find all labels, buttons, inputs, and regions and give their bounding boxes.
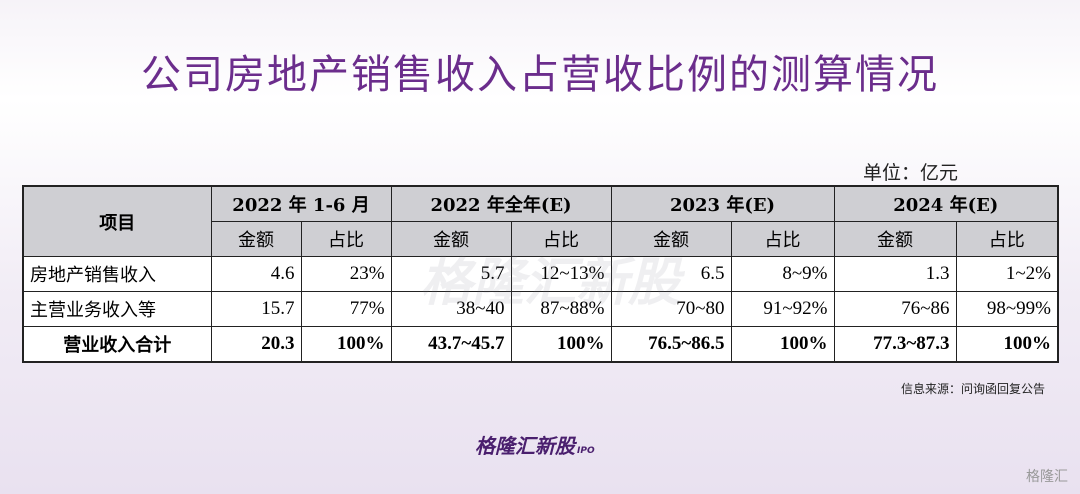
row-label: 营业收入合计: [22, 326, 212, 363]
table-cell: 100%: [300, 326, 392, 363]
table-cell: 1.3: [833, 256, 957, 292]
data-table: 项目 2022 年 1-6 月 2022 年全年(E) 2023 年(E) 2024 年…: [22, 185, 1060, 363]
table-cell: 77.3~87.3: [833, 326, 957, 363]
corner-header: 项目: [22, 185, 212, 257]
period-header: 2022 年 1-6 月: [210, 185, 392, 222]
table-cell: 1~2%: [955, 256, 1059, 292]
subheader: 占比: [955, 221, 1059, 257]
table-cell: 8~9%: [730, 256, 835, 292]
table-cell: 6.5: [610, 256, 732, 292]
subheader: 金额: [210, 221, 302, 257]
table-cell: 76.5~86.5: [610, 326, 732, 363]
table-cell: 100%: [730, 326, 835, 363]
period-header: 2024 年(E): [833, 185, 1059, 222]
table-cell: 38~40: [390, 291, 512, 327]
table-cell: 5.7: [390, 256, 512, 292]
subheader: 金额: [833, 221, 957, 257]
table-cell: 20.3: [210, 326, 302, 363]
table-cell: 15.7: [210, 291, 302, 327]
table-row: 主营业务收入等 15.7 77% 38~40 87~88% 70~80 91~92% 76~8…: [22, 291, 1059, 327]
table-cell: 76~86: [833, 291, 957, 327]
corner-watermark: 格隆汇: [1026, 469, 1068, 485]
title: 公司房地产销售收入占营收比例的测算情况: [141, 52, 939, 98]
unit-label: 单位：亿元: [862, 162, 958, 184]
row-label: 主营业务收入等: [22, 291, 212, 327]
period-header: 2023 年(E): [610, 185, 835, 222]
subheader: 占比: [510, 221, 612, 257]
subheader: 占比: [730, 221, 835, 257]
row-label: 房地产销售收入: [22, 256, 212, 292]
subheader: 金额: [610, 221, 732, 257]
header-row: 项目 2022 年 1-6 月 2022 年全年(E) 2023 年(E) 2024 年…: [22, 185, 1059, 257]
period-header: 2022 年全年(E): [390, 185, 612, 222]
table-cell: 77%: [300, 291, 392, 327]
table-cell: 100%: [510, 326, 612, 363]
source-note: 信息来源：问询函回复公告: [900, 382, 1045, 396]
table-cell: 87~88%: [510, 291, 612, 327]
table-cell: 12~13%: [510, 256, 612, 292]
table-row: 营业收入合计 20.3 100% 43.7~45.7 100% 76.5~86.5 100%…: [22, 326, 1059, 363]
logo: 格隆汇新股 IPO: [475, 430, 595, 459]
subheader: 金额: [390, 221, 512, 257]
table-cell: 98~99%: [955, 291, 1059, 327]
table-cell: 70~80: [610, 291, 732, 327]
table-row: 房地产销售收入 4.6 23% 5.7 12~13% 6.5 8~9% 1.3 1~2%: [22, 256, 1059, 292]
table-cell: 100%: [955, 326, 1059, 363]
subheader: 占比: [300, 221, 392, 257]
logo-name: 格隆汇新股: [475, 434, 575, 458]
table-cell: 23%: [300, 256, 392, 292]
subheader-row: 金额 占比 金额 占比 金额 占比 金额 占比: [23, 221, 1059, 257]
logo-tag: IPO: [577, 446, 595, 456]
table-cell: 43.7~45.7: [390, 326, 512, 363]
table-cell: 91~92%: [730, 291, 835, 327]
table-cell: 4.6: [210, 256, 302, 292]
